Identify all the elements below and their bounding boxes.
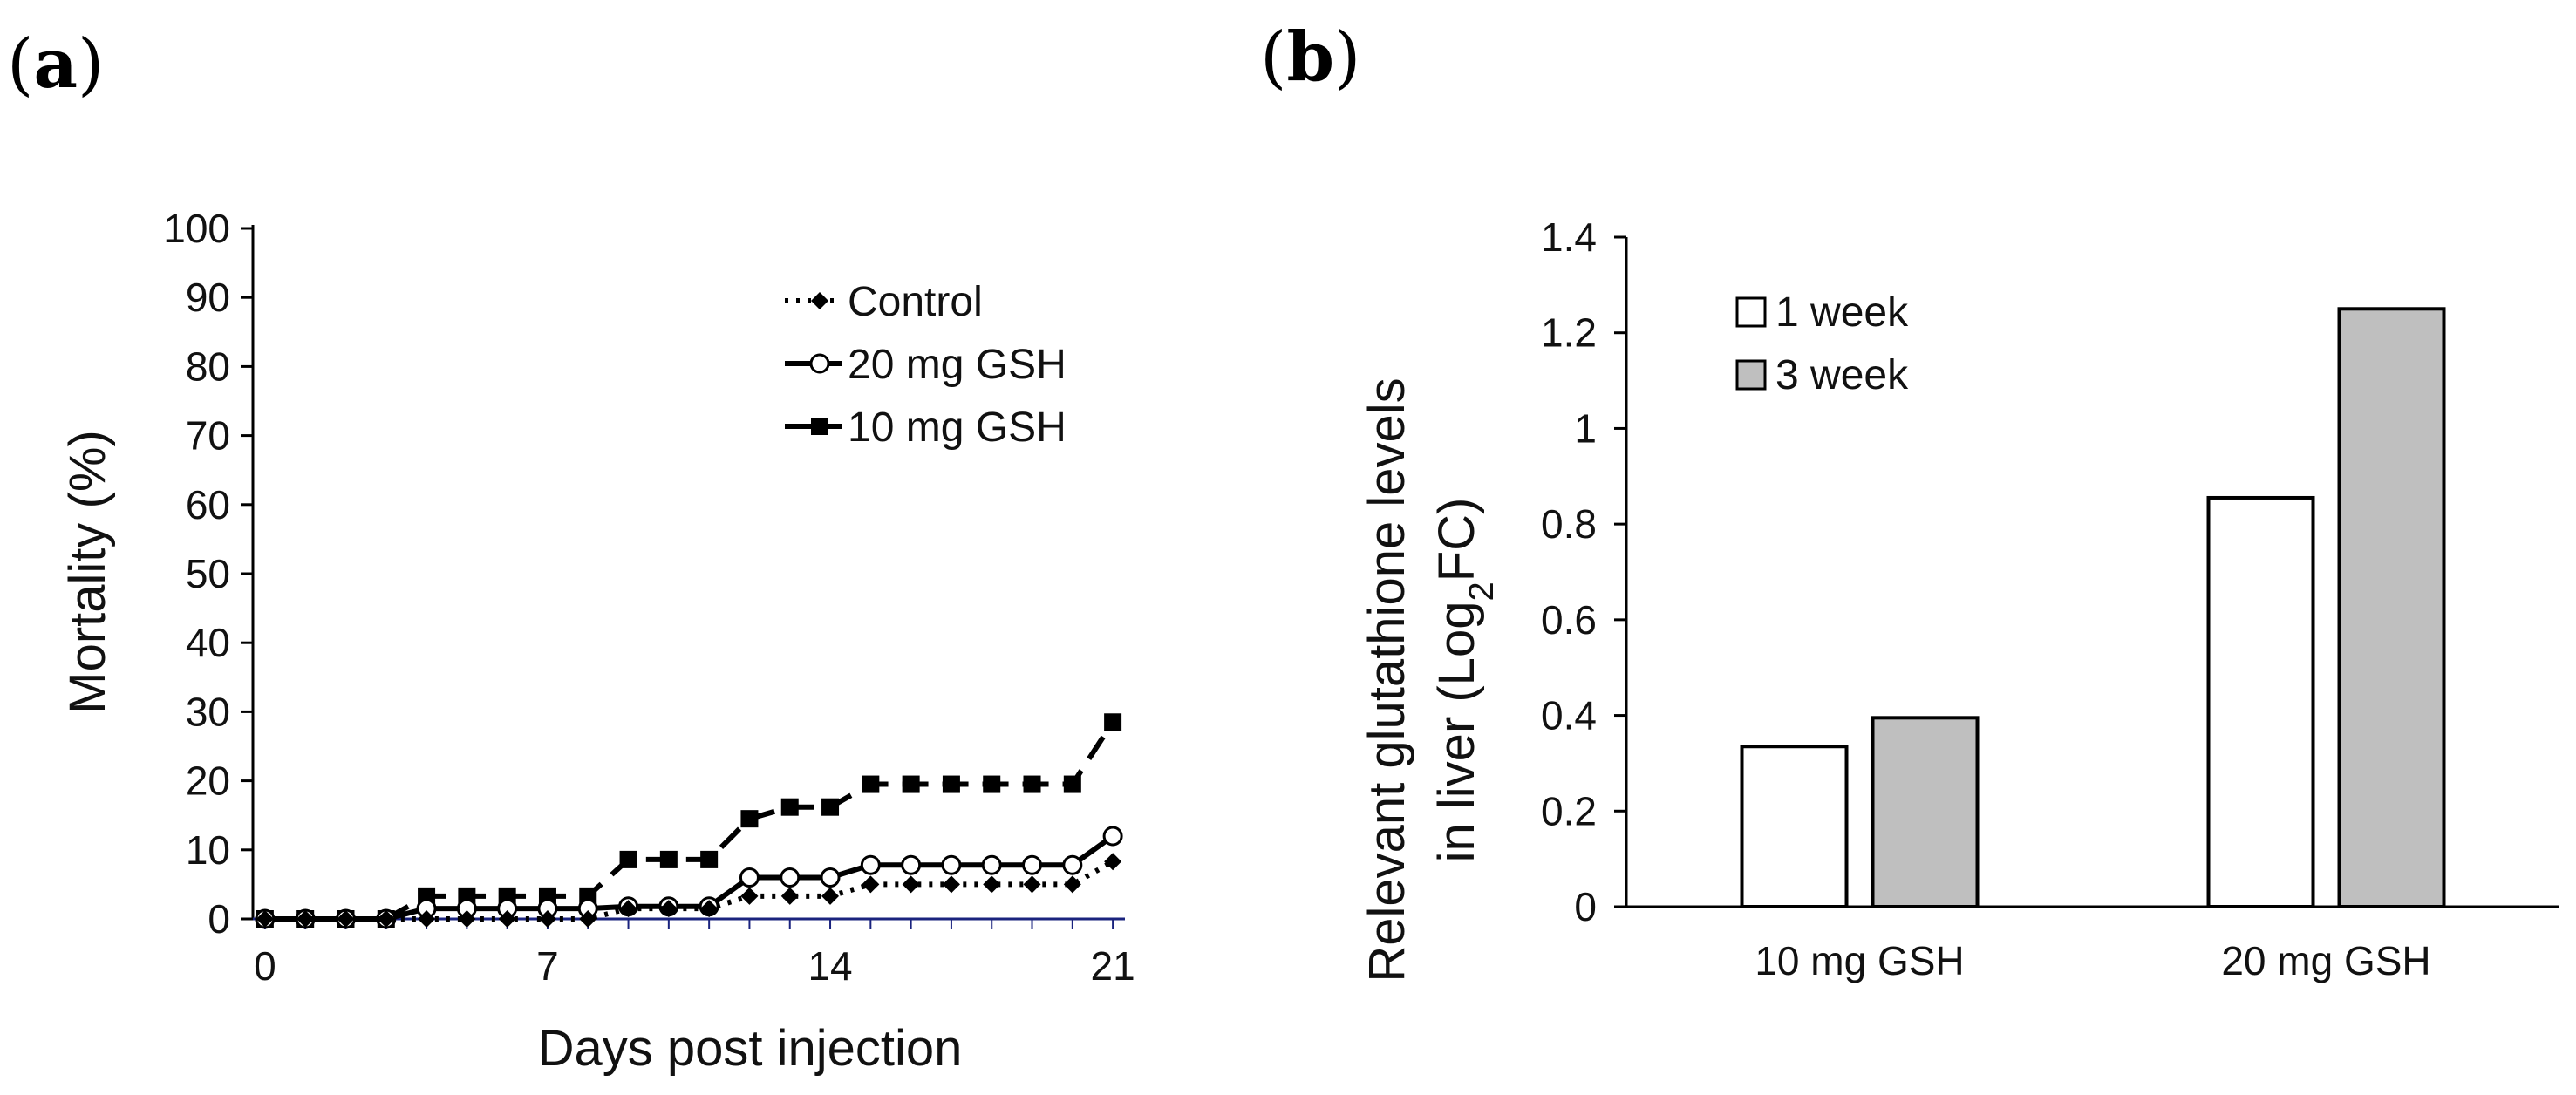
series-line-10-mg-gsh — [264, 720, 1115, 922]
data-point-10-mg-gsh — [659, 850, 678, 868]
x-tick-label: 7 — [536, 943, 559, 989]
data-point-10-mg-gsh — [700, 850, 719, 868]
data-point-control — [942, 875, 960, 894]
y-tick-label: 80 — [186, 343, 230, 389]
y-tick-label: 50 — [186, 551, 230, 596]
bar-1-week — [2206, 495, 2315, 908]
data-point-control — [700, 900, 719, 918]
data-point-20-mg-gsh — [780, 867, 801, 888]
data-point-10-mg-gsh — [902, 775, 920, 793]
data-point-control — [1063, 875, 1081, 894]
y-tick-label: 70 — [186, 413, 230, 459]
y-tick-label: 0 — [208, 896, 230, 942]
y-tick-label: 0.6 — [1541, 597, 1597, 643]
legend-marker-10-mg-gsh — [811, 418, 828, 435]
data-point-20-mg-gsh — [981, 854, 1002, 875]
data-point-control — [862, 875, 880, 894]
data-point-control — [740, 887, 759, 905]
x-category-label: 20 mg GSH — [2221, 938, 2430, 983]
data-point-control — [256, 910, 274, 928]
data-point-10-mg-gsh — [821, 798, 840, 816]
data-point-control — [619, 900, 637, 918]
data-point-control — [1023, 875, 1041, 894]
data-point-20-mg-gsh — [901, 854, 922, 875]
y-tick-label: 20 — [186, 758, 230, 804]
data-point-control — [821, 887, 840, 905]
y-tick-label: 60 — [186, 482, 230, 527]
y-tick-label: 90 — [186, 275, 230, 320]
y-tick-label: 1.2 — [1541, 310, 1597, 356]
data-point-10-mg-gsh — [983, 775, 1001, 793]
panel-a-label: (a) — [7, 24, 104, 104]
data-point-control — [337, 910, 355, 928]
data-point-control — [498, 910, 516, 928]
data-point-control — [377, 910, 395, 928]
y-tick-label: 100 — [163, 206, 230, 251]
y-tick-label: 10 — [186, 827, 230, 873]
x-tick-label: 21 — [1091, 943, 1135, 989]
panel-b-label: (b) — [1260, 17, 1360, 97]
y-tick-label: 40 — [186, 620, 230, 665]
y-axis-title-line-1: Relevant glutathione levels — [1359, 377, 1415, 982]
data-point-20-mg-gsh — [1022, 854, 1043, 875]
mortality-line-chart: 0 10 20 30 40 50 60 70 80 90 100 0 7 14 21 Mortality … — [59, 206, 1135, 1077]
legend-label-20-mg-gsh: 20 mg GSH — [848, 342, 1067, 388]
legend: Control 20 mg GSH 10 mg GSH — [785, 279, 1067, 451]
data-point-control — [780, 887, 799, 905]
x-category-label: 10 mg GSH — [1755, 938, 1964, 983]
data-point-10-mg-gsh — [619, 850, 637, 868]
x-axis-title: Days post injection — [538, 1020, 963, 1077]
bar-3-week — [1871, 716, 1980, 908]
data-point-20-mg-gsh — [820, 867, 841, 888]
legend-swatch-1-week — [1735, 296, 1767, 328]
y-tick-label: 0 — [1574, 884, 1597, 929]
series-line-20-mg-gsh — [264, 833, 1114, 922]
data-point-control — [659, 900, 678, 918]
y-tick-label: 0.4 — [1541, 693, 1597, 738]
legend-marker-20-mg-gsh — [809, 353, 830, 374]
legend-label-1-week: 1 week — [1775, 289, 1909, 336]
bar-1-week — [1740, 745, 1849, 908]
data-point-10-mg-gsh — [862, 775, 880, 793]
data-point-control — [538, 910, 556, 928]
data-point-control — [458, 910, 476, 928]
y-tick-label: 0.2 — [1541, 788, 1597, 833]
data-point-control — [983, 875, 1001, 894]
y-tick-label: 30 — [186, 689, 230, 734]
y-tick-label: 1 — [1574, 405, 1597, 451]
data-point-10-mg-gsh — [1023, 775, 1041, 793]
data-point-20-mg-gsh — [1062, 854, 1083, 875]
glutathione-bar-chart: 00.20.40.60.811.21.4 10 mg GSH 20 mg GSH … — [1359, 214, 2559, 983]
y-axis-title: Mortality (%) — [59, 430, 116, 713]
y-axis-title-line-2: in liver (Log2FC) — [1428, 498, 1501, 863]
legend-label-control: Control — [848, 279, 983, 325]
legend-marker-control — [811, 292, 828, 309]
data-point-control — [902, 875, 920, 894]
data-point-20-mg-gsh — [1102, 826, 1123, 847]
data-point-20-mg-gsh — [860, 854, 881, 875]
y-tick-label: 0.8 — [1541, 501, 1597, 547]
data-point-10-mg-gsh — [1063, 775, 1081, 793]
data-point-20-mg-gsh — [941, 854, 962, 875]
data-point-control — [296, 910, 315, 928]
legend: 1 week 3 week — [1735, 289, 1909, 398]
x-tick-label: 14 — [808, 943, 852, 989]
legend-label-3-week: 3 week — [1775, 352, 1909, 398]
data-point-control — [418, 910, 436, 928]
bar-3-week — [2337, 307, 2446, 908]
data-point-control — [1104, 853, 1122, 871]
legend-label-10-mg-gsh: 10 mg GSH — [848, 405, 1067, 451]
data-point-20-mg-gsh — [739, 867, 760, 888]
data-point-10-mg-gsh — [740, 810, 759, 828]
data-point-10-mg-gsh — [942, 775, 960, 793]
x-tick-label: 0 — [254, 943, 276, 989]
y-tick-label: 1.4 — [1541, 214, 1597, 260]
data-point-control — [579, 910, 597, 928]
data-point-10-mg-gsh — [780, 798, 799, 816]
legend-swatch-3-week — [1735, 359, 1767, 391]
data-point-10-mg-gsh — [1104, 713, 1122, 731]
